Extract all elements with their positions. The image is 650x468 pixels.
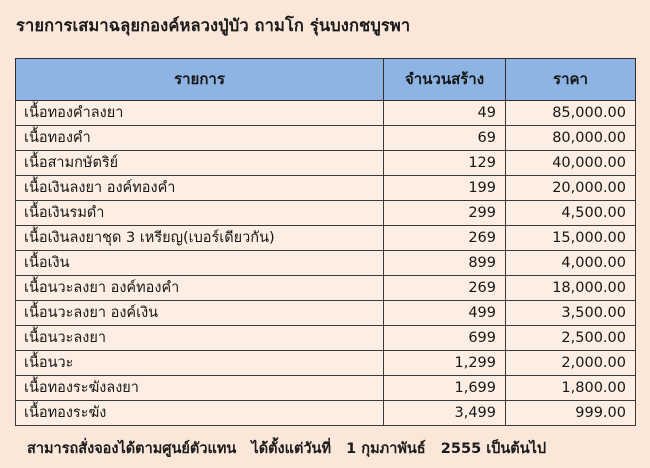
- table-row: เนื้อสามกษัตริย์ 129 40,000.00: [15, 150, 636, 176]
- table-row: เนื้อทองระฆัง 3,499 999.00: [15, 400, 636, 426]
- cell-item-name: เนื้อเงิน: [15, 250, 384, 276]
- cell-item-name: เนื้อนวะลงยา องค์เงิน: [15, 300, 384, 326]
- cell-item-name: เนื้อเงินรมดำ: [15, 200, 384, 226]
- cell-item-name: เนื้อสามกษัตริย์: [15, 150, 384, 176]
- cell-price: 999.00: [505, 400, 636, 426]
- column-header-quantity: จำนวนสร้าง: [383, 58, 506, 101]
- table-row: เนื้อเงินรมดำ 299 4,500.00: [15, 200, 636, 226]
- table-row: เนื้อทองคำลงยา 49 85,000.00: [15, 100, 636, 126]
- cell-quantity: 269: [383, 225, 506, 251]
- cell-price: 3,500.00: [505, 300, 636, 326]
- cell-quantity: 269: [383, 275, 506, 301]
- cell-item-name: เนื้อนวะลงยา: [15, 325, 384, 351]
- cell-price: 2,500.00: [505, 325, 636, 351]
- table-row: เนื้อนวะลงยา 699 2,500.00: [15, 325, 636, 351]
- footer-note: สามารถสั่งจองได้ตามศูนย์ตัวแทน ได้ตั้งแต…: [27, 441, 547, 457]
- cell-price: 85,000.00: [505, 100, 636, 126]
- cell-quantity: 1,299: [383, 350, 506, 376]
- cell-price: 4,500.00: [505, 200, 636, 226]
- amulet-price-table: รายการ จำนวนสร้าง ราคา เนื้อทองคำลงยา 49 8…: [15, 58, 636, 426]
- cell-item-name: เนื้อทองระฆัง: [15, 400, 384, 426]
- page-title: รายการเสมาฉลุยกองค์หลวงปู่บัว ถามโก รุ่น…: [16, 16, 411, 35]
- cell-item-name: เนื้อนวะ: [15, 350, 384, 376]
- table-row: เนื้อนวะลงยา องค์เงิน 499 3,500.00: [15, 300, 636, 326]
- cell-quantity: 3,499: [383, 400, 506, 426]
- cell-quantity: 199: [383, 175, 506, 201]
- cell-item-name: เนื้อเงินลงยาชุด 3 เหรียญ(เบอร์เดียวกัน): [15, 225, 384, 251]
- cell-quantity: 499: [383, 300, 506, 326]
- cell-item-name: เนื้อทองคำลงยา: [15, 100, 384, 126]
- column-header-item: รายการ: [15, 58, 384, 101]
- table-row: เนื้อทองระฆังลงยา 1,699 1,800.00: [15, 375, 636, 401]
- cell-quantity: 699: [383, 325, 506, 351]
- cell-quantity: 899: [383, 250, 506, 276]
- table-row: เนื้อเงินลงยาชุด 3 เหรียญ(เบอร์เดียวกัน)…: [15, 225, 636, 251]
- table-row: เนื้อทองคำ 69 80,000.00: [15, 125, 636, 151]
- table-row: เนื้อเงินลงยา องค์ทองคำ 199 20,000.00: [15, 175, 636, 201]
- cell-price: 2,000.00: [505, 350, 636, 376]
- cell-quantity: 299: [383, 200, 506, 226]
- cell-price: 15,000.00: [505, 225, 636, 251]
- cell-price: 20,000.00: [505, 175, 636, 201]
- cell-quantity: 49: [383, 100, 506, 126]
- table-body: เนื้อทองคำลงยา 49 85,000.00 เนื้อทองคำ 69 80,…: [15, 100, 636, 426]
- table-row: เนื้อนวะ 1,299 2,000.00: [15, 350, 636, 376]
- cell-quantity: 69: [383, 125, 506, 151]
- cell-price: 80,000.00: [505, 125, 636, 151]
- cell-price: 1,800.00: [505, 375, 636, 401]
- table-row: เนื้อเงิน 899 4,000.00: [15, 250, 636, 276]
- cell-price: 18,000.00: [505, 275, 636, 301]
- cell-quantity: 1,699: [383, 375, 506, 401]
- cell-item-name: เนื้อทองระฆังลงยา: [15, 375, 384, 401]
- cell-item-name: เนื้อเงินลงยา องค์ทองคำ: [15, 175, 384, 201]
- cell-quantity: 129: [383, 150, 506, 176]
- table-row: เนื้อนวะลงยา องค์ทองคำ 269 18,000.00: [15, 275, 636, 301]
- column-header-price: ราคา: [505, 58, 636, 101]
- cell-item-name: เนื้อทองคำ: [15, 125, 384, 151]
- table-header-row: รายการ จำนวนสร้าง ราคา: [15, 58, 636, 101]
- cell-item-name: เนื้อนวะลงยา องค์ทองคำ: [15, 275, 384, 301]
- cell-price: 4,000.00: [505, 250, 636, 276]
- cell-price: 40,000.00: [505, 150, 636, 176]
- table-header: รายการ จำนวนสร้าง ราคา: [15, 58, 636, 101]
